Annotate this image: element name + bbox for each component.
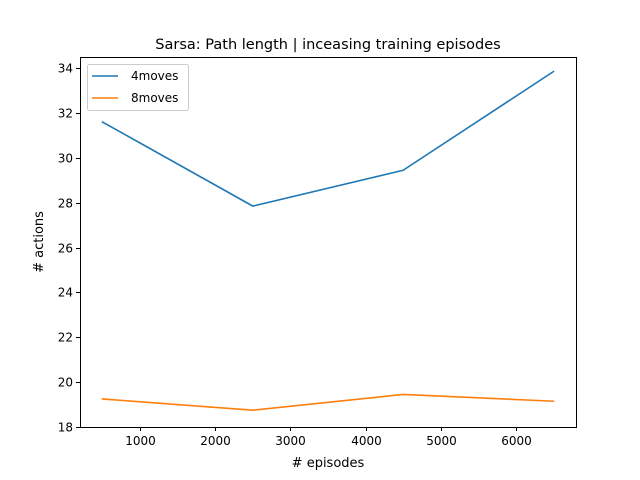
y-axis-ticks: 18 20 22 24 26 28 30 32 34 xyxy=(58,62,80,435)
x-tick-label: 3000 xyxy=(275,434,306,448)
y-tick-label: 18 xyxy=(58,421,73,435)
legend-label-4moves: 4moves xyxy=(131,69,178,83)
series-line-8moves xyxy=(101,393,555,411)
axes-frame xyxy=(80,57,577,428)
y-tick-label: 22 xyxy=(58,331,73,345)
y-tick-label: 26 xyxy=(58,242,73,256)
x-tick-label: 5000 xyxy=(426,434,457,448)
y-tick-label: 24 xyxy=(58,286,73,300)
x-axis-label: # episodes xyxy=(292,456,365,471)
y-axis-label: # actions xyxy=(32,211,47,273)
series-line-4moves xyxy=(101,70,555,207)
x-tick-label: 1000 xyxy=(125,434,156,448)
x-tick-label: 2000 xyxy=(200,434,231,448)
x-axis-ticks: 1000 2000 3000 4000 5000 6000 xyxy=(125,427,532,448)
x-tick-label: 4000 xyxy=(351,434,382,448)
legend-label-8moves: 8moves xyxy=(131,91,178,105)
legend: 4moves 8moves xyxy=(87,64,189,111)
y-tick-label: 28 xyxy=(58,197,73,211)
y-tick-label: 34 xyxy=(58,62,73,76)
series-layer xyxy=(101,70,555,411)
y-tick-label: 30 xyxy=(58,152,73,166)
plot-area: 1000 2000 3000 4000 5000 6000 18 20 22 24 26 28 30 3… xyxy=(58,57,577,448)
chart-title: Sarsa: Path length | inceasing training … xyxy=(155,37,500,53)
y-tick-label: 32 xyxy=(58,107,73,121)
x-tick-label: 6000 xyxy=(501,434,532,448)
y-tick-label: 20 xyxy=(58,376,73,390)
